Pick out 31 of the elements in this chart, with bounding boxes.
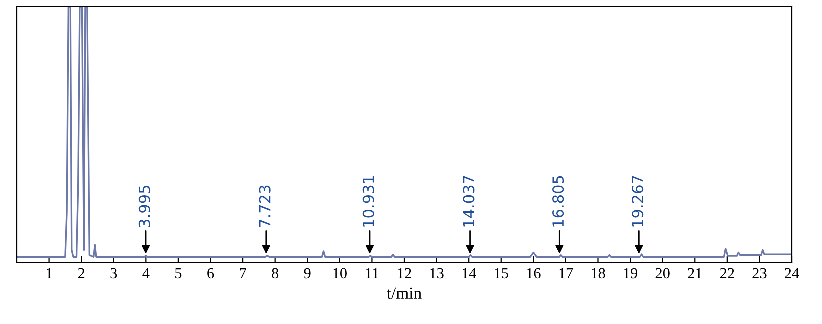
x-tick-label: 8	[272, 268, 279, 279]
x-tick-label: 14	[462, 268, 476, 278]
x-tick-label: 17	[560, 268, 574, 278]
annotation: 14.037	[463, 176, 475, 227]
x-tick-label: 15	[495, 268, 508, 279]
x-tick-label: 11	[366, 268, 379, 278]
x-tick-label: 19	[624, 268, 638, 279]
x-axis-title: t/min	[387, 288, 422, 299]
x-tick-label: 5	[176, 268, 182, 279]
x-tick-label: 10	[334, 268, 347, 279]
x-tick-label: 18	[592, 268, 606, 279]
annotation: 10.931	[362, 176, 374, 227]
x-tick-label: 9	[304, 268, 311, 279]
annotation: 7.723	[259, 186, 271, 228]
x-tick-label: 23	[752, 268, 767, 279]
x-tick-label: 20	[656, 268, 670, 279]
x-tick-label: 12	[398, 268, 412, 278]
annotation: 19.267	[632, 176, 644, 227]
x-tick-label: 7	[240, 268, 246, 278]
x-tick-label: 24	[785, 268, 800, 278]
annotation: 3.995	[138, 186, 150, 228]
x-tick-label: 3	[110, 268, 118, 279]
x-tick-label: 21	[688, 268, 702, 278]
x-tick-label: 16	[527, 268, 541, 279]
x-tick-label: 13	[430, 268, 444, 279]
annotation: 16.805	[552, 176, 564, 227]
x-tick-label: 2	[78, 268, 85, 278]
x-tick-label: 4	[142, 268, 150, 278]
x-tick-label: 22	[720, 268, 734, 278]
x-tick-label: 1	[46, 268, 52, 278]
x-tick-label: 6	[208, 268, 214, 279]
